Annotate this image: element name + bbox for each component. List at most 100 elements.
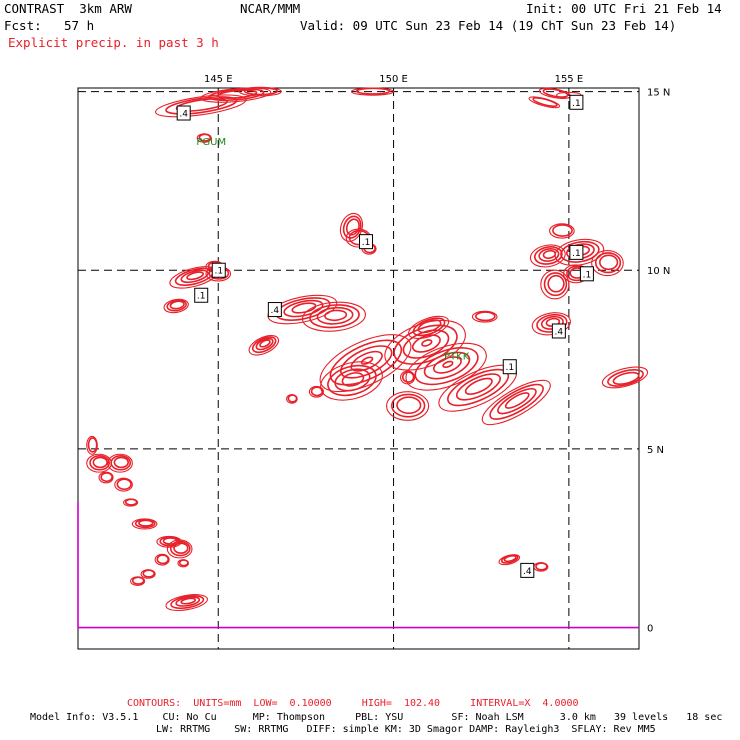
init-time: Init: 00 UTC Fri 21 Feb 14 — [526, 1, 722, 16]
contours-info: CONTOURS: UNITS=mm LOW= 0.10000 HIGH= 10… — [127, 698, 579, 709]
precip-contour — [532, 97, 558, 108]
contour-value-box — [551, 323, 566, 339]
precip-contour — [92, 456, 108, 469]
precip-contour — [310, 386, 324, 397]
precip-contour — [243, 87, 279, 96]
precip-contour — [169, 540, 191, 557]
precip-contour — [170, 595, 205, 610]
precip-contour — [355, 87, 391, 95]
y-tick-label: 0 — [647, 624, 653, 635]
precip-contour — [390, 393, 426, 418]
precip-contour — [316, 306, 354, 325]
y-tick-label: 15 N — [647, 88, 670, 99]
contour-value-text: .4 — [555, 327, 564, 337]
precip-contour — [503, 555, 517, 563]
precip-contour — [255, 337, 274, 351]
contour-value-text: .1 — [505, 363, 514, 373]
precip-contour — [124, 498, 138, 506]
precip-contour — [554, 238, 605, 266]
contour-value-text: .1 — [197, 292, 206, 302]
precip-contour — [529, 244, 566, 268]
contour-value-box — [569, 94, 584, 110]
precip-contour — [411, 334, 441, 353]
precip-contour — [535, 562, 548, 571]
precip-contour — [324, 309, 348, 322]
contour-value-label: .1 — [569, 94, 584, 110]
precip-contour — [155, 94, 247, 118]
contour-value-box — [359, 234, 374, 250]
contour-value-box — [267, 302, 282, 318]
precip-contour — [329, 339, 403, 386]
precip-contour — [464, 377, 493, 395]
precip-contour — [131, 576, 145, 585]
precip-contour — [186, 271, 205, 281]
precip-contour — [549, 223, 575, 239]
precip-contour — [542, 88, 569, 98]
precip-contour — [100, 472, 113, 483]
x-tick-label: 150 E — [379, 74, 408, 85]
precip-contour — [417, 319, 442, 334]
contour-value-box — [579, 266, 594, 282]
precip-contour — [599, 254, 619, 271]
precip-contour — [504, 392, 530, 409]
contour-value-text: .4 — [523, 567, 532, 577]
precip-contour — [142, 569, 155, 578]
precip-contour — [393, 324, 458, 365]
precip-contour — [259, 339, 271, 348]
contour-value-label: .4 — [267, 302, 282, 318]
precip-contour — [421, 339, 433, 347]
contour-value-label: .4 — [520, 562, 535, 578]
contour-value-label: .1 — [211, 262, 226, 278]
precip-contour — [560, 240, 600, 263]
contour-value-text: .1 — [572, 249, 581, 259]
precip-contour — [542, 249, 557, 259]
precip-contour — [327, 364, 377, 397]
contour-value-box — [502, 359, 517, 375]
contour-value-text: .1 — [362, 238, 371, 248]
precip-contour — [175, 596, 201, 607]
station-label: PTKK — [444, 352, 470, 363]
contour-value-text: .4 — [179, 110, 188, 120]
precip-contour — [110, 455, 132, 471]
precip-contour — [200, 87, 272, 103]
precip-contour — [248, 334, 280, 356]
precip-contour — [412, 317, 446, 337]
precip-contour — [547, 274, 565, 293]
contour-value-box — [211, 262, 226, 278]
y-tick-label: 5 N — [647, 445, 664, 456]
precip-contour — [538, 247, 560, 262]
contour-layer — [86, 86, 649, 612]
precip-contour — [481, 379, 551, 426]
precip-contour — [208, 88, 265, 102]
precip-contour — [198, 133, 212, 142]
precip-contour — [107, 453, 133, 473]
fcst-value: 57 h — [64, 18, 95, 33]
precip-contour — [612, 371, 640, 386]
precip-contour — [540, 269, 570, 300]
precip-contour — [408, 315, 450, 340]
contour-value-box — [569, 244, 584, 260]
precip-contour — [156, 554, 170, 565]
precip-contour — [166, 299, 187, 312]
contour-value-text: .1 — [572, 99, 581, 109]
x-tick-label: 145 E — [204, 74, 233, 85]
precip-contour — [138, 519, 154, 527]
contour-value-box — [194, 287, 209, 303]
precip-contour — [543, 272, 568, 297]
precip-contour — [162, 537, 179, 545]
station-label: PGUM — [196, 137, 226, 148]
y-tick-label: 10 N — [647, 266, 670, 277]
contour-value-label: .1 — [569, 244, 584, 260]
precip-contour — [180, 269, 209, 284]
x-tick-label: 155 E — [555, 74, 584, 85]
model-title: CONTRAST 3km ARW — [4, 1, 132, 16]
precip-contour — [165, 594, 208, 612]
contour-value-label: .1 — [502, 359, 517, 375]
precip-contour — [442, 360, 454, 368]
contour-value-box — [520, 562, 535, 578]
precip-contour — [489, 383, 544, 420]
precip-contour — [251, 336, 277, 354]
precip-contour — [552, 224, 573, 237]
precip-contour — [396, 396, 422, 415]
